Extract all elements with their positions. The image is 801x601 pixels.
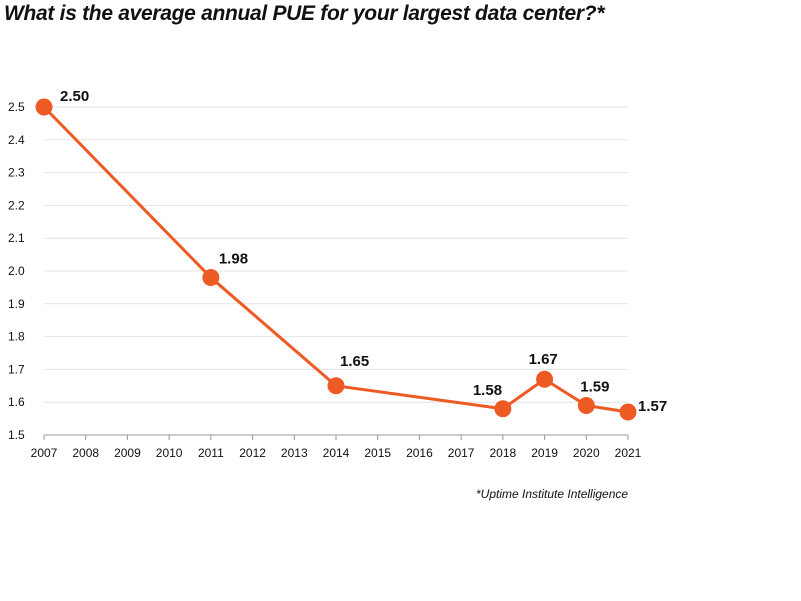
axes: 1.5 1.6 1.7 1.8 1.9 2.0 2.1 2.2 2.3 2.4 2.5 2007 200… <box>8 100 642 460</box>
y-tick-label: 1.8 <box>8 330 25 344</box>
data-point <box>494 400 512 418</box>
y-tick-label: 2.2 <box>8 198 25 212</box>
y-tick-label: 2.3 <box>8 166 25 180</box>
chart-title: What is the average annual PUE for your … <box>4 2 605 25</box>
data-point <box>619 403 637 421</box>
data-point <box>577 396 595 414</box>
y-tick-label: 2.5 <box>8 100 25 114</box>
data-label: 1.58 <box>473 382 502 399</box>
data-label: 2.50 <box>60 88 89 105</box>
y-tick-label: 1.9 <box>8 297 25 311</box>
x-tick-label: 2017 <box>448 446 475 460</box>
gridlines <box>44 106 628 403</box>
data-label: 1.57 <box>638 398 667 415</box>
x-tick-label: 2020 <box>573 446 600 460</box>
source-note: *Uptime Institute Intelligence <box>476 487 629 501</box>
x-tick-label: 2008 <box>72 446 99 460</box>
x-tick-label: 2013 <box>281 446 308 460</box>
y-tick-label: 1.6 <box>8 395 25 409</box>
data-label: 1.67 <box>529 351 558 368</box>
x-tick-label: 2012 <box>239 446 266 460</box>
data-point <box>327 377 345 395</box>
y-tick-label: 2.0 <box>8 264 25 278</box>
y-tick-label: 2.1 <box>8 231 25 245</box>
data-points <box>35 98 637 421</box>
y-tick-label: 2.4 <box>8 133 25 147</box>
data-label: 1.59 <box>580 378 609 395</box>
data-label: 1.65 <box>340 353 369 370</box>
x-tick-label: 2021 <box>615 446 642 460</box>
data-point <box>35 98 53 116</box>
x-tick-label: 2015 <box>364 446 391 460</box>
x-tick-label: 2016 <box>406 446 433 460</box>
data-point <box>202 269 220 287</box>
x-tick-label: 2014 <box>323 446 350 460</box>
x-tick-label: 2010 <box>156 446 183 460</box>
x-tick-label: 2011 <box>198 446 224 460</box>
x-tick-label: 2018 <box>490 446 517 460</box>
data-label: 1.98 <box>219 251 248 268</box>
x-tick-label: 2019 <box>531 446 558 460</box>
data-point <box>536 370 554 388</box>
y-tick-label: 1.7 <box>8 362 25 376</box>
y-tick-label: 1.5 <box>8 428 25 442</box>
x-tick-label: 2009 <box>114 446 141 460</box>
data-labels: 2.50 1.98 1.65 1.58 1.67 1.59 1.57 <box>60 88 667 415</box>
x-tick-label: 2007 <box>31 446 58 460</box>
